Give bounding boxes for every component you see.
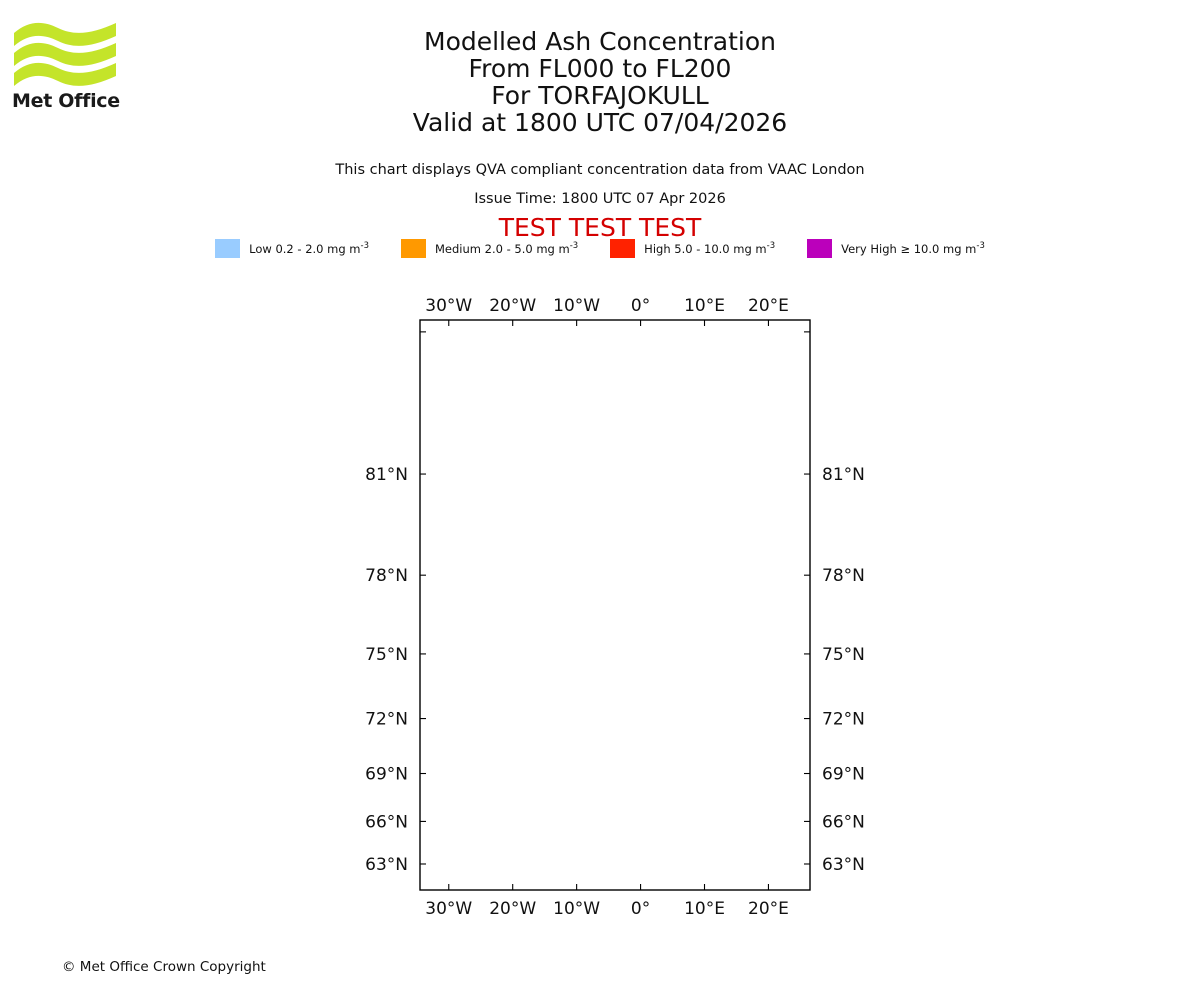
lon-label-top-0°: 0° (631, 296, 650, 316)
legend-exponent-medium: -3 (569, 240, 579, 251)
lat-label-right-81°N: 81°N (822, 465, 865, 485)
legend-swatch-very-high (807, 239, 833, 258)
legend-label-low: Low 0.2 - 2.0 mg m-3 (249, 240, 369, 256)
met-office-wordmark: Met Office (12, 90, 120, 112)
test-banner: TEST TEST TEST (498, 213, 702, 242)
logo-wave-3 (14, 62, 116, 86)
legend-swatch-low (215, 239, 241, 258)
lon-label-bottom-10°W: 10°W (553, 899, 600, 919)
lat-label-right-75°N: 75°N (822, 645, 865, 665)
lat-label-left-69°N: 69°N (365, 765, 408, 785)
legend-label-high: High 5.0 - 10.0 mg m-3 (644, 240, 776, 256)
qva-disclaimer: This chart displays QVA compliant concen… (335, 162, 865, 178)
legend-swatch-medium (400, 239, 426, 258)
lat-label-left-75°N: 75°N (365, 645, 408, 665)
legend-label-very-high: Very High ≥ 10.0 mg m-3 (841, 240, 985, 256)
page-title: Modelled Ash Concentration From FL000 to… (0, 28, 1200, 136)
legend-swatch-high (610, 239, 636, 258)
legend-item-low: Low 0.2 - 2.0 mg m-3 (215, 239, 369, 258)
copyright-notice: © Met Office Crown Copyright (62, 959, 266, 975)
lon-label-bottom-20°E: 20°E (748, 899, 789, 919)
lat-label-left-81°N: 81°N (365, 465, 408, 485)
lon-label-bottom-0°: 0° (631, 899, 650, 919)
title-line-1: Modelled Ash Concentration (424, 27, 776, 56)
lat-label-left-63°N: 63°N (365, 855, 408, 875)
legend-exponent-high: -3 (766, 240, 776, 251)
logo-wave-1 (14, 22, 116, 46)
map-border (419, 319, 811, 891)
map-frame (419, 319, 811, 891)
met-office-logo: Met Office (12, 22, 132, 114)
legend-item-high: High 5.0 - 10.0 mg m-3 (610, 239, 775, 258)
lat-label-right-69°N: 69°N (822, 765, 865, 785)
legend-item-medium: Medium 2.0 - 5.0 mg m-3 (400, 239, 579, 258)
map-svg: 30°W 30°W 20°W 20°W 10°W 10°W 0° 0° 10°E 10°E 20°E… (365, 296, 865, 919)
ash-concentration-map: 30°W 30°W 20°W 20°W 10°W 10°W 0° 0° 10°E 10°E 20°E… (355, 288, 875, 920)
logo-wave-2 (14, 42, 116, 66)
issue-time: Issue Time: 1800 UTC 07 Apr 2026 (474, 191, 726, 207)
title-line-2: From FL000 to FL200 (468, 54, 732, 83)
lon-label-top-10°W: 10°W (553, 296, 600, 316)
lon-label-top-30°W: 30°W (425, 296, 472, 316)
met-office-waves-icon (14, 22, 116, 86)
lat-label-left-66°N: 66°N (365, 812, 408, 832)
concentration-legend: Low 0.2 - 2.0 mg m-3 Medium 2.0 - 5.0 mg … (0, 239, 1200, 258)
lon-label-bottom-20°W: 20°W (489, 899, 536, 919)
lon-label-top-10°E: 10°E (684, 296, 725, 316)
title-line-3: For TORFAJOKULL (491, 81, 709, 110)
lat-label-right-66°N: 66°N (822, 812, 865, 832)
lat-label-left-78°N: 78°N (365, 566, 408, 586)
tick-layer (420, 320, 810, 890)
legend-exponent-very-high: -3 (976, 240, 985, 251)
lat-label-right-78°N: 78°N (822, 566, 865, 586)
lon-label-bottom-30°W: 30°W (425, 899, 472, 919)
lat-label-left-72°N: 72°N (365, 710, 408, 730)
legend-label-medium: Medium 2.0 - 5.0 mg m-3 (434, 240, 579, 256)
subtitle-block: This chart displays QVA compliant concen… (0, 156, 1200, 214)
legend-exponent-low: -3 (360, 240, 369, 251)
lon-label-top-20°E: 20°E (748, 296, 789, 316)
axis-label-layer: 30°W 30°W 20°W 20°W 10°W 10°W 0° 0° 10°E 10°E 20°E… (365, 296, 865, 919)
lat-label-right-63°N: 63°N (822, 855, 865, 875)
legend-item-very-high: Very High ≥ 10.0 mg m-3 (807, 239, 985, 258)
lon-label-top-20°W: 20°W (489, 296, 536, 316)
lat-label-right-72°N: 72°N (822, 710, 865, 730)
title-line-4: Valid at 1800 UTC 07/04/2026 (412, 108, 788, 137)
lon-label-bottom-10°E: 10°E (684, 899, 725, 919)
